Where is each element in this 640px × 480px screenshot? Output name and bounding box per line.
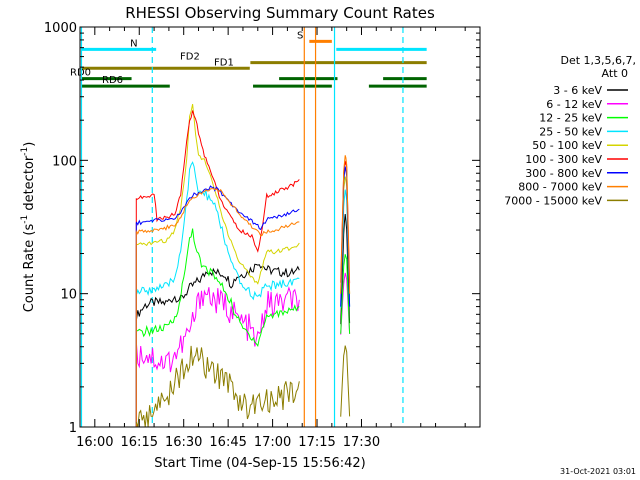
series-line-8: [135, 188, 300, 237]
post-gap-series-line-8: [340, 155, 351, 294]
series-line-4: [135, 161, 300, 301]
y-tick-label: 1000: [44, 21, 77, 36]
series-line-9: [135, 345, 300, 427]
legend-header-line-2: Att 0: [602, 67, 628, 80]
flag-label-rd0: RD0: [70, 68, 91, 79]
x-tick-label: 16:45: [209, 435, 246, 450]
series-line-1: [135, 263, 300, 321]
legend-label-9: 7000 - 15000 keV: [504, 194, 602, 207]
flag-label-s: S: [297, 30, 303, 41]
x-tick-label: 16:30: [165, 435, 202, 450]
series-line-3: [136, 228, 300, 348]
x-tick-label: 17:00: [254, 435, 291, 450]
legend-label-5: 50 - 100 keV: [532, 139, 602, 152]
flag-label-fd2: FD2: [180, 52, 200, 63]
legend-label-4: 25 - 50 keV: [539, 125, 602, 138]
legend-header-line-1: Det 1,3,5,6,7,: [560, 54, 636, 67]
y-axis-label-part-1: Count Rate (s: [22, 224, 37, 313]
x-tick-label: 16:00: [76, 435, 113, 450]
chart-title: RHESSI Observing Summary Count Rates: [125, 4, 435, 22]
y-tick-label: 100: [52, 154, 77, 169]
post-gap-series-line-1: [340, 213, 351, 325]
x-tick-label: 17:30: [343, 435, 380, 450]
y-axis-label-part-2: detector: [22, 155, 37, 215]
flag-label-rd6: RD6: [102, 75, 123, 86]
generated-timestamp: 31-Oct-2021 03:01: [560, 467, 636, 476]
y-axis-label-exp-2: -1: [20, 147, 30, 156]
legend-label-7: 300 - 800 keV: [525, 167, 602, 180]
post-gap-series-line-3: [340, 254, 351, 334]
series-line-5: [136, 103, 300, 285]
y-axis-label-part-3: ): [22, 142, 37, 147]
post-gap-series-line-9: [340, 345, 351, 417]
y-tick-label: 10: [60, 288, 77, 303]
y-axis-label: Count Rate (s-1 detector-1): [20, 142, 37, 313]
y-axis-label-exp-1: -1: [20, 215, 30, 224]
x-tick-label: 16:15: [121, 435, 158, 450]
x-tick-label: 17:15: [298, 435, 335, 450]
event-lines: [80, 27, 404, 427]
instrument-flags: N S FD2 FD1 RD0 RD6: [70, 30, 427, 88]
series-lines: [135, 103, 351, 427]
series-line-7: [135, 185, 300, 231]
legend-label-1: 3 - 6 keV: [553, 84, 602, 97]
series-line-2: [135, 286, 300, 373]
y-tick-label: 1: [69, 421, 77, 436]
axes: 1 10 100 1000 16:00 16:15 16:30 16:45 17:00 17:15…: [44, 21, 481, 450]
flag-label-n: N: [130, 38, 137, 49]
legend-label-3: 12 - 25 keV: [539, 112, 602, 125]
x-axis-label: Start Time (04-Sep-15 15:56:42): [154, 456, 365, 471]
legend-label-2: 6 - 12 keV: [546, 98, 602, 111]
legend-label-6: 100 - 300 keV: [525, 153, 602, 166]
flag-label-fd1: FD1: [214, 57, 234, 68]
legend-label-8: 800 - 7000 keV: [518, 181, 602, 194]
plot-frame: [79, 26, 481, 428]
